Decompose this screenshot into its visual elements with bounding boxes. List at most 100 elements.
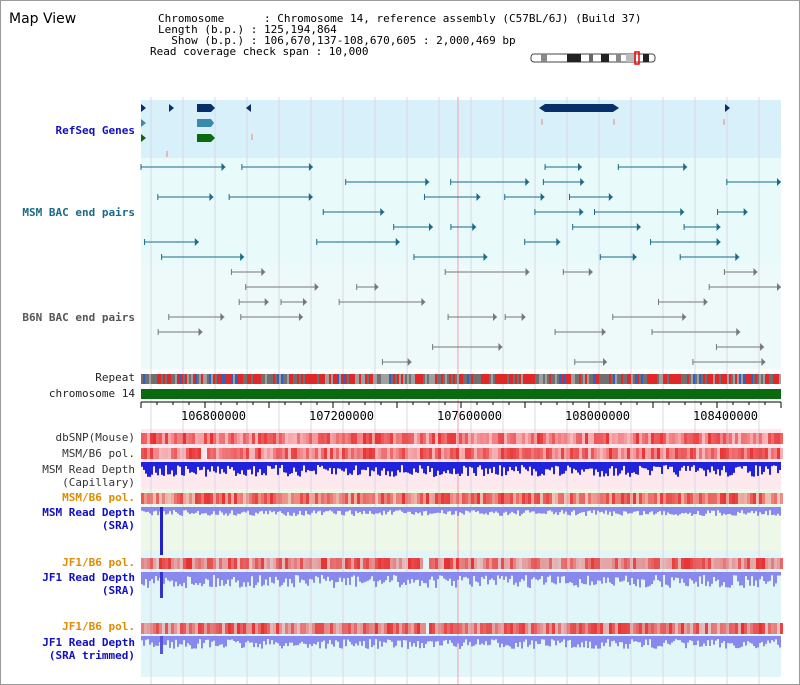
depth-bar	[307, 572, 309, 586]
track-label-msm-depth-capillary[interactable]: MSM Read Depth	[42, 463, 135, 476]
depth-bar	[679, 636, 681, 641]
heat-cell	[453, 448, 456, 459]
heat-cell	[267, 448, 270, 459]
depth-bar	[385, 636, 387, 643]
depth-bar	[367, 572, 369, 581]
depth-bar	[685, 636, 687, 649]
depth-bar	[419, 636, 421, 649]
heat-cell	[528, 558, 531, 569]
repeat-block	[199, 374, 201, 384]
depth-bar	[437, 572, 439, 580]
heat-cell	[357, 433, 360, 444]
depth-bar	[381, 462, 383, 471]
heat-cell	[243, 433, 246, 444]
repeat-block	[641, 374, 643, 384]
depth-bar	[651, 507, 653, 512]
depth-bar	[633, 462, 635, 473]
depth-bar	[169, 507, 171, 512]
heat-cell	[243, 448, 246, 459]
heat-cell	[615, 558, 618, 569]
track-label-msm-b6-pol-1[interactable]: MSM/B6 pol.	[62, 447, 135, 460]
depth-bar	[175, 507, 177, 512]
heat-cell	[291, 433, 294, 444]
depth-bar	[717, 507, 719, 511]
depth-bar	[443, 507, 445, 514]
depth-bar	[617, 572, 619, 578]
heat-cell	[420, 433, 423, 444]
heat-cell	[147, 558, 150, 569]
track-label-jf1-depth-trimmed[interactable]: JF1 Read Depth	[42, 636, 135, 649]
repeat-block	[269, 374, 271, 384]
repeat-block	[489, 374, 491, 384]
repeat-block	[393, 374, 395, 384]
depth-bar	[313, 636, 315, 644]
depth-bar	[745, 636, 747, 646]
depth-bar	[657, 572, 659, 581]
heat-cell	[294, 623, 297, 634]
track-label-msm-b6-pol-2[interactable]: MSM/B6 pol.	[62, 491, 135, 504]
depth-bar	[265, 507, 267, 511]
depth-bar	[149, 507, 151, 514]
depth-bar	[579, 572, 581, 580]
heat-cell	[342, 493, 345, 504]
heat-cell	[249, 433, 252, 444]
repeat-block	[631, 374, 633, 384]
depth-bar	[665, 636, 667, 641]
heat-cell	[573, 558, 576, 569]
heat-cell	[147, 433, 150, 444]
repeat-block	[513, 374, 515, 384]
depth-bar	[287, 636, 289, 647]
track-label-msm-bac[interactable]: MSM BAC end pairs	[22, 206, 135, 219]
depth-bar	[151, 572, 153, 580]
heat-cell	[765, 448, 768, 459]
heat-cell	[519, 448, 522, 459]
track-label-jf1-b6-pol-1[interactable]: JF1/B6 pol.	[62, 556, 135, 569]
depth-bar	[731, 572, 733, 586]
heat-cell	[282, 448, 285, 459]
heat-cell	[315, 433, 318, 444]
heat-cell	[264, 493, 267, 504]
track-label-dbsnp[interactable]: dbSNP(Mouse)	[55, 431, 135, 444]
repeat-block	[561, 374, 563, 384]
heat-cell	[594, 448, 597, 459]
heat-cell	[708, 623, 711, 634]
heat-cell	[435, 623, 438, 634]
depth-bar	[441, 572, 443, 576]
depth-bar	[407, 507, 409, 512]
depth-bar	[405, 636, 407, 641]
heat-cell	[246, 623, 249, 634]
track-label-jf1-depth-sra[interactable]: JF1 Read Depth	[42, 571, 135, 584]
depth-bar	[447, 636, 449, 644]
track-label-jf1-b6-pol-2[interactable]: JF1/B6 pol.	[62, 620, 135, 633]
depth-bar	[417, 636, 419, 642]
depth-bar	[291, 507, 293, 516]
repeat-block	[251, 374, 253, 384]
depth-bar	[187, 636, 189, 644]
heat-cell	[645, 448, 648, 459]
depth-bar	[207, 462, 209, 470]
depth-bar	[509, 462, 511, 467]
heat-cell	[456, 448, 459, 459]
msm-bac-pair	[716, 223, 721, 231]
repeat-block	[189, 374, 191, 384]
depth-bar	[319, 507, 321, 511]
depth-bar	[613, 462, 615, 476]
depth-bar	[337, 507, 339, 511]
msm-bac-track-bg	[141, 158, 781, 265]
track-label-refseq[interactable]: RefSeq Genes	[55, 124, 135, 137]
depth-bar	[477, 636, 479, 640]
depth-bar	[223, 507, 225, 516]
repeat-block	[633, 374, 635, 384]
depth-bar	[355, 636, 357, 644]
depth-bar	[485, 507, 487, 514]
repeat-block	[603, 374, 605, 384]
depth-bar	[221, 507, 223, 513]
repeat-block	[743, 374, 745, 384]
depth-bar	[275, 636, 277, 643]
depth-bar	[231, 572, 233, 580]
depth-bar	[507, 462, 509, 472]
track-label-msm-depth-sra[interactable]: MSM Read Depth	[42, 506, 135, 519]
depth-bar	[299, 572, 301, 583]
track-label-b6n-bac[interactable]: B6N BAC end pairs	[22, 311, 135, 324]
